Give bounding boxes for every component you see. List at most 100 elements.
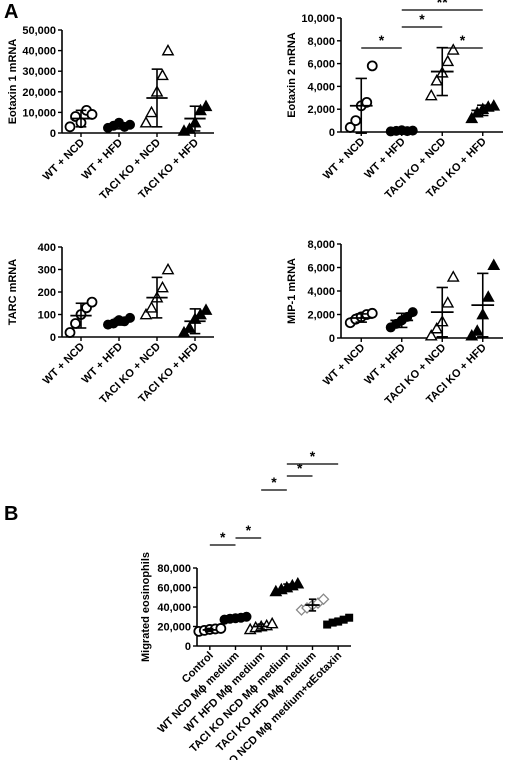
y-tick-label: 60,000 [157,583,191,595]
data-point [366,60,378,72]
significance-label: * [419,11,425,27]
data-point [265,616,279,629]
series-group [139,262,175,320]
data-point [424,329,438,341]
y-tick-label: 30,000 [22,66,56,78]
category-label: WT + NCD [321,136,367,182]
data-point [407,307,418,318]
data-point [441,296,455,308]
data-point [125,312,135,323]
data-point [323,620,332,629]
data-point [86,296,98,308]
data-point [139,116,153,128]
significance-label: * [460,32,466,48]
panel-label-a: A [4,1,18,23]
data-point [145,301,158,313]
y-tick-label: 400 [38,242,56,254]
y-axis-title: Migrated eosinophils [140,552,152,662]
significance-label: * [271,474,277,490]
y-tick-label: 50,000 [22,25,56,37]
series-group [177,303,213,338]
data-point [470,324,484,336]
data-point [317,593,330,606]
data-point [430,74,444,86]
data-point [161,262,175,275]
series-group [424,43,460,101]
y-tick-label: 80,000 [157,563,191,575]
y-tick-label: 0 [50,332,56,344]
series-group [177,99,213,136]
y-axis-title: Eotaxin 1 mRNA [7,39,19,125]
data-point [64,327,76,338]
y-tick-label: 0 [329,333,335,345]
data-point [366,307,378,319]
y-tick-label: 20,000 [157,622,191,634]
series-group [465,99,501,124]
data-point [156,280,169,293]
y-tick-label: 10,000 [22,107,56,119]
y-axis-title: MIP-1 mRNA [286,258,298,324]
data-point [446,43,460,55]
category-label: WT + NCD [41,341,87,387]
data-point [139,307,153,320]
series-group [103,117,135,133]
series-group [385,307,418,333]
y-tick-label: 8,000 [307,239,335,251]
y-tick-label: 4,000 [307,81,335,93]
category-label: WT + NCD [41,137,87,183]
data-point [86,109,98,120]
data-point [361,96,373,108]
y-tick-label: 2,000 [307,104,335,116]
series-group [193,623,227,637]
significance-label: * [297,460,303,476]
chart-5: 0 20,000 40,000 60,000 80,000 Migrated eosino… [140,448,354,760]
data-point [145,105,158,118]
y-axis-title: TARC mRNA [7,259,19,325]
data-point [328,618,337,627]
y-tick-label: 40,000 [22,46,56,58]
data-point [345,613,354,622]
significance-label: * [379,32,385,48]
y-tick-label: 2,000 [307,310,335,322]
data-point [350,115,362,126]
data-point [465,111,479,124]
data-point [64,121,76,133]
y-axis-title: Eotaxin 2 mRNA [286,32,298,118]
significance-label: * [246,522,252,538]
series-group [64,104,98,133]
y-tick-label: 300 [38,265,56,277]
category-label: WT + NCD [321,342,367,388]
series-group [424,270,460,341]
series-group [344,307,378,329]
data-point [441,54,455,67]
y-tick-label: 100 [38,310,56,322]
data-point [199,303,213,315]
data-point [430,321,444,334]
data-point [344,122,356,133]
y-tick-label: 200 [38,287,56,299]
panel-label-b: B [4,503,18,525]
series-group [139,43,175,128]
data-point [161,43,175,56]
y-tick-label: 0 [329,127,335,139]
significance-label: * [310,448,316,464]
series-group [295,593,330,616]
significance-label: * [220,529,226,545]
data-point [487,258,501,271]
y-tick-label: 6,000 [307,263,335,275]
series-group [243,616,279,635]
series-group [323,613,354,629]
data-point [183,321,196,333]
y-tick-label: 10,000 [301,13,335,25]
data-point [424,88,438,101]
y-tick-label: 0 [50,128,56,140]
y-tick-label: 4,000 [307,286,335,298]
series-group [219,611,252,625]
series-group [269,576,305,597]
data-point [215,623,227,634]
